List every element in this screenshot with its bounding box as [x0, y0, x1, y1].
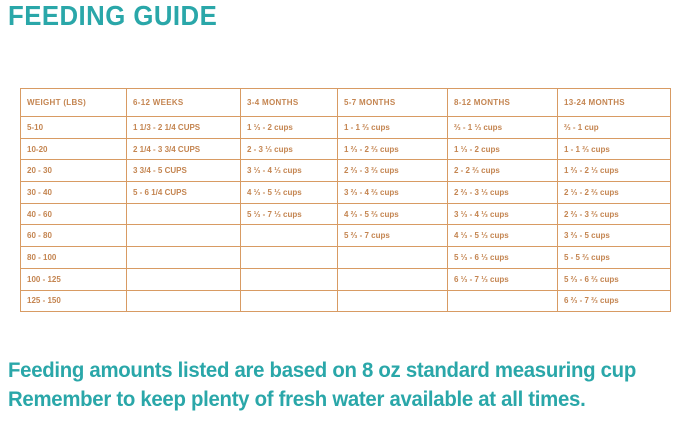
weight-cell: 60 - 80 — [20, 224, 127, 248]
table-head: WEIGHT (LBS) 6-12 WEEKS 3-4 MONTHS 5-7 MONT… — [20, 88, 671, 117]
footer-line-measuring-cup: Feeding amounts listed are based on 8 oz… — [8, 359, 636, 382]
amount-cell: 1 ⅓ - 2 cups — [447, 137, 558, 161]
amount-cell — [126, 267, 241, 291]
amount-cell: 5 ⅔ - 7 cups — [337, 224, 448, 248]
footer-note: Feeding amounts listed are based on 8 oz… — [8, 356, 636, 414]
amount-cell: 5 ⅔ - 6 ⅔ cups — [557, 267, 671, 291]
table-row: 40 - 60 5 ⅓ - 7 ⅓ cups 4 ⅔ - 5 ⅔ cups 3 ⅓ -… — [20, 202, 671, 226]
column-header: 8-12 MONTHS — [447, 88, 558, 117]
table-row: 100 - 125 6 ⅓ - 7 ⅓ cups 5 ⅔ - 6 ⅔ cups — [20, 267, 671, 291]
amount-cell — [126, 224, 241, 248]
amount-cell: 5 - 5 ⅔ cups — [557, 246, 671, 269]
amount-cell — [126, 246, 241, 269]
amount-cell: 4 ⅓ - 5 ⅓ cups — [240, 181, 338, 204]
weight-cell: 30 - 40 — [20, 181, 127, 204]
table-row: 80 - 100 5 ⅓ - 6 ⅓ cups 5 - 5 ⅔ cups — [20, 246, 671, 269]
table-row: 10-20 2 1/4 - 3 3/4 CUPS 2 - 3 ⅓ cups 1 ⅔ -… — [20, 137, 671, 161]
page-title: FEEDING GUIDE — [8, 0, 218, 31]
header-row: WEIGHT (LBS) 6-12 WEEKS 3-4 MONTHS 5-7 MONT… — [20, 88, 671, 117]
table-row: 60 - 80 5 ⅔ - 7 cups 4 ⅓ - 5 ⅓ cups 3 ⅔ - 5… — [20, 224, 671, 248]
column-header: 5-7 MONTHS — [337, 88, 448, 117]
amount-cell: 3 ⅔ - 4 ⅔ cups — [337, 181, 448, 204]
column-header: 6-12 WEEKS — [126, 88, 241, 117]
amount-cell — [337, 267, 448, 291]
weight-cell: 80 - 100 — [20, 246, 127, 269]
amount-cell — [447, 289, 558, 313]
column-header: 3-4 MONTHS — [240, 88, 338, 117]
weight-cell: 40 - 60 — [20, 202, 127, 226]
amount-cell: 6 ⅓ - 7 ⅓ cups — [447, 267, 558, 291]
table-row: 20 - 30 3 3/4 - 5 CUPS 3 ⅓ - 4 ⅓ cups 2 ⅔ -… — [20, 159, 671, 183]
amount-cell — [240, 246, 338, 269]
amount-cell: 1 ⅓ - 2 cups — [240, 116, 338, 139]
amount-cell: 1 - 1 ⅔ cups — [337, 116, 448, 139]
amount-cell: 4 ⅓ - 5 ⅓ cups — [447, 224, 558, 248]
amount-cell — [337, 246, 448, 269]
table-row: 125 - 150 6 ⅔ - 7 ⅔ cups — [20, 289, 671, 313]
amount-cell — [126, 289, 241, 313]
amount-cell: 2 ⅔ - 3 ⅔ cups — [557, 202, 671, 226]
amount-cell: 3 3/4 - 5 CUPS — [126, 159, 241, 183]
amount-cell: 2 1/4 - 3 3/4 CUPS — [126, 137, 241, 161]
amount-cell: 5 ⅓ - 6 ⅓ cups — [447, 246, 558, 269]
weight-cell: 10-20 — [20, 137, 127, 161]
amount-cell — [240, 289, 338, 313]
amount-cell: 1 1/3 - 2 1/4 CUPS — [126, 116, 241, 139]
amount-cell: 3 ⅓ - 4 ⅓ cups — [447, 202, 558, 226]
amount-cell — [240, 267, 338, 291]
amount-cell — [337, 289, 448, 313]
weight-cell: 100 - 125 — [20, 267, 127, 291]
amount-cell: ⅔ - 1 cup — [557, 116, 671, 139]
column-header: 13-24 MONTHS — [557, 88, 671, 117]
amount-cell: 2 ⅓ - 2 ⅔ cups — [557, 181, 671, 204]
amount-cell: 6 ⅔ - 7 ⅔ cups — [557, 289, 671, 313]
amount-cell: 2 - 3 ⅓ cups — [240, 137, 338, 161]
amount-cell — [240, 224, 338, 248]
amount-cell: 1 - 1 ⅔ cups — [557, 137, 671, 161]
amount-cell: ⅔ - 1 ⅓ cups — [447, 116, 558, 139]
amount-cell — [126, 202, 241, 226]
table-row: 5-10 1 1/3 - 2 1/4 CUPS 1 ⅓ - 2 cups 1 - 1 … — [20, 116, 671, 139]
amount-cell: 5 ⅓ - 7 ⅓ cups — [240, 202, 338, 226]
weight-cell: 20 - 30 — [20, 159, 127, 183]
amount-cell: 1 ⅔ - 2 ⅔ cups — [337, 137, 448, 161]
amount-cell: 3 ⅓ - 4 ⅓ cups — [240, 159, 338, 183]
amount-cell: 3 ⅔ - 5 cups — [557, 224, 671, 248]
amount-cell: 1 ⅔ - 2 ⅓ cups — [557, 159, 671, 183]
feeding-table: WEIGHT (LBS) 6-12 WEEKS 3-4 MONTHS 5-7 MONT… — [20, 88, 671, 313]
weight-cell: 125 - 150 — [20, 289, 127, 313]
weight-cell: 5-10 — [20, 116, 127, 139]
table-body: 5-10 1 1/3 - 2 1/4 CUPS 1 ⅓ - 2 cups 1 - 1 … — [20, 116, 671, 313]
amount-cell: 5 - 6 1/4 CUPS — [126, 181, 241, 204]
amount-cell: 2 ⅔ - 3 ⅓ cups — [447, 181, 558, 204]
table-row: 30 - 40 5 - 6 1/4 CUPS 4 ⅓ - 5 ⅓ cups 3 ⅔ -… — [20, 181, 671, 204]
amount-cell: 4 ⅔ - 5 ⅔ cups — [337, 202, 448, 226]
amount-cell: 2 ⅔ - 3 ⅔ cups — [337, 159, 448, 183]
footer-line-fresh-water: Remember to keep plenty of fresh water a… — [8, 388, 586, 411]
amount-cell: 2 - 2 ⅔ cups — [447, 159, 558, 183]
column-header: WEIGHT (LBS) — [20, 88, 127, 117]
